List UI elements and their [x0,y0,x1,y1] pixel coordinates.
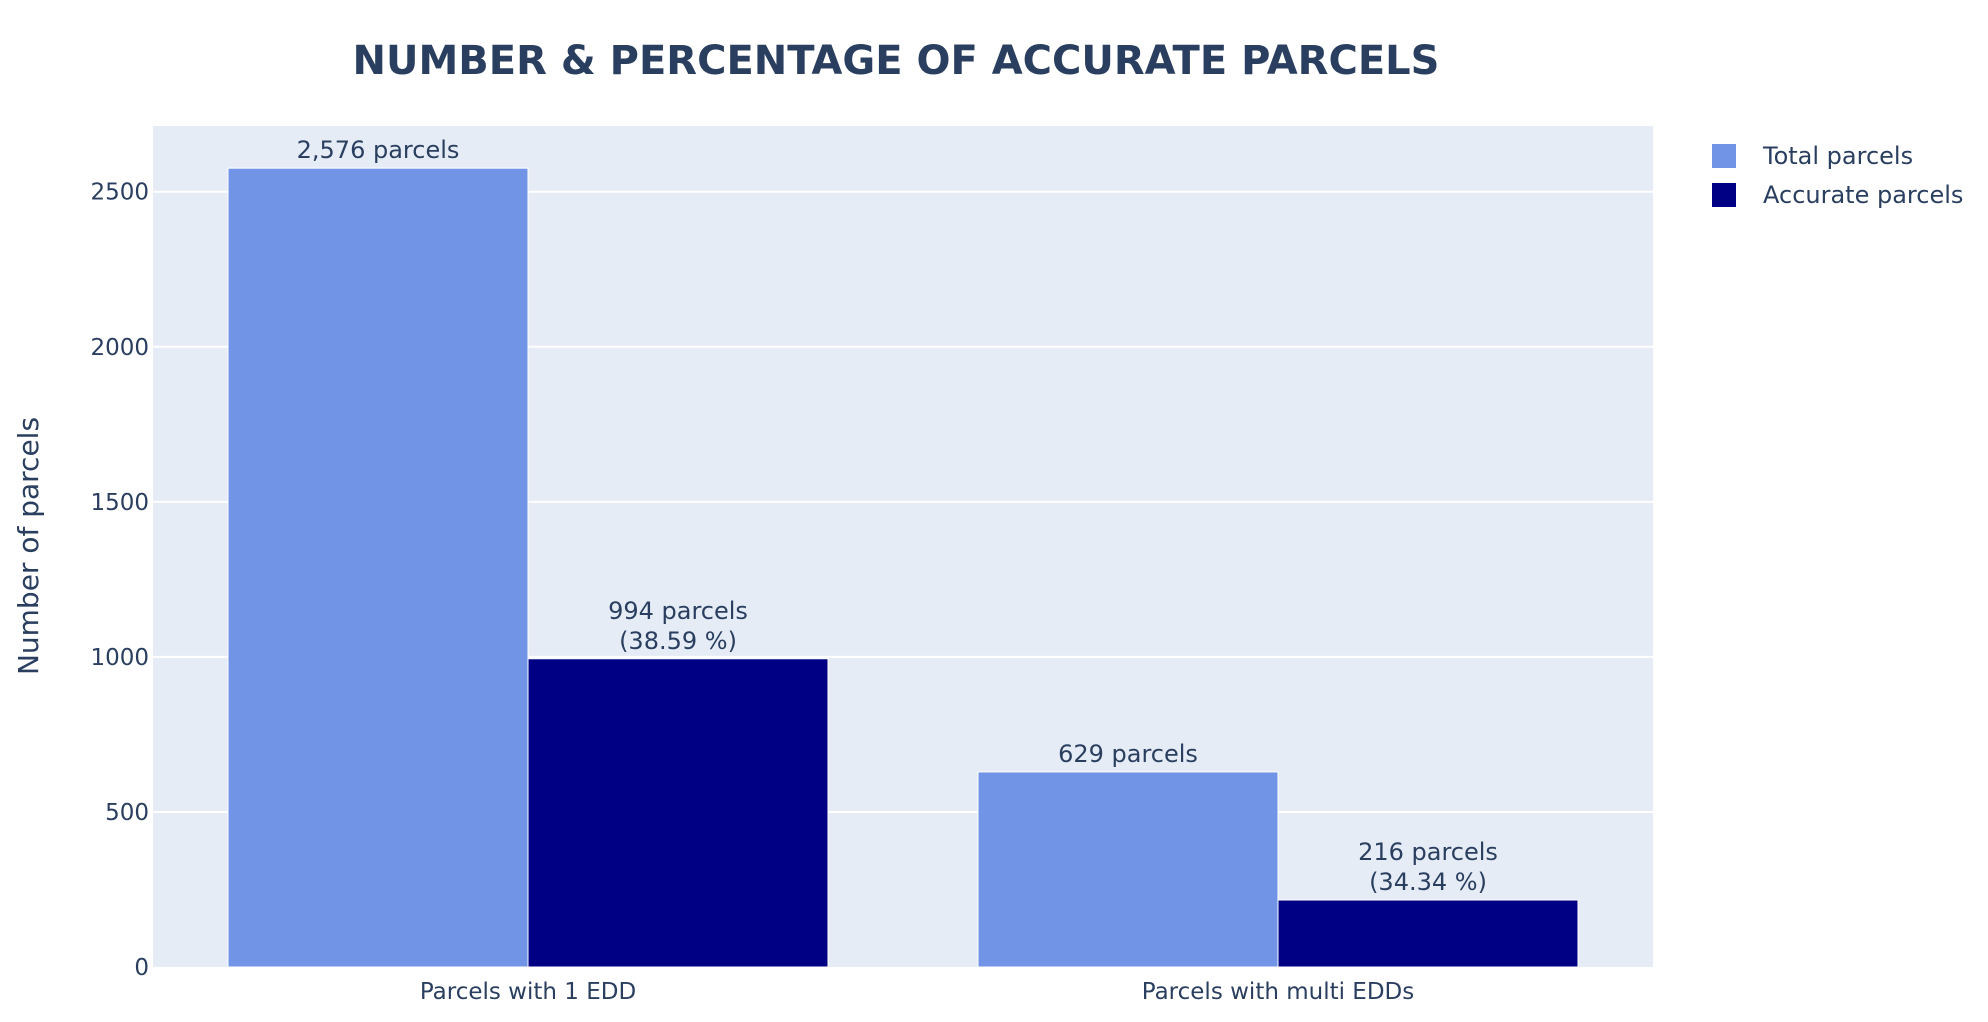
x-tick-label-1: Parcels with 1 EDD [420,979,636,1005]
chart-title: NUMBER & PERCENTAGE OF ACCURATE PARCELS [353,38,1440,84]
y-axis-ticks: 0 500 1000 1500 2000 2500 [90,180,149,981]
bar-total-2 [977,771,1279,968]
data-label-total-1-line-1: 2,576 parcels [297,136,460,164]
data-label-accurate-2-line-1: 216 parcels [1358,838,1498,866]
y-tick-label-2000: 2000 [90,335,149,361]
y-tick-label-1000: 1000 [90,645,149,671]
y-axis-title: Number of parcels [12,417,45,675]
bar-accurate-2 [1277,899,1579,968]
legend-label-accurate: Accurate parcels [1763,181,1963,209]
x-axis-ticks: Parcels with 1 EDD Parcels with multi EDD… [420,979,1414,1005]
bars [227,167,1579,968]
y-tick-label-1500: 1500 [90,490,149,516]
x-tick-label-2: Parcels with multi EDDs [1142,979,1415,1005]
bar-accurate-1 [527,658,829,968]
y-tick-label-0: 0 [134,955,149,981]
data-label-total-2-line-1: 629 parcels [1058,740,1198,768]
bar-total-1 [227,167,529,968]
data-label-accurate-2-line-2: (34.34 %) [1369,868,1487,896]
legend-swatch-accurate [1712,183,1736,207]
legend: Total parcels Accurate parcels [1712,142,1963,209]
legend-swatch-total [1712,144,1736,168]
legend-label-total: Total parcels [1762,142,1913,170]
data-labels: 2,576 parcels 994 parcels(38.59 %) 629 par… [297,136,1498,896]
data-label-accurate-1-line-1: 994 parcels [608,597,748,625]
y-tick-label-2500: 2500 [90,180,149,206]
data-label-accurate-1-line-2: (38.59 %) [619,627,737,655]
y-tick-label-500: 500 [105,800,149,826]
